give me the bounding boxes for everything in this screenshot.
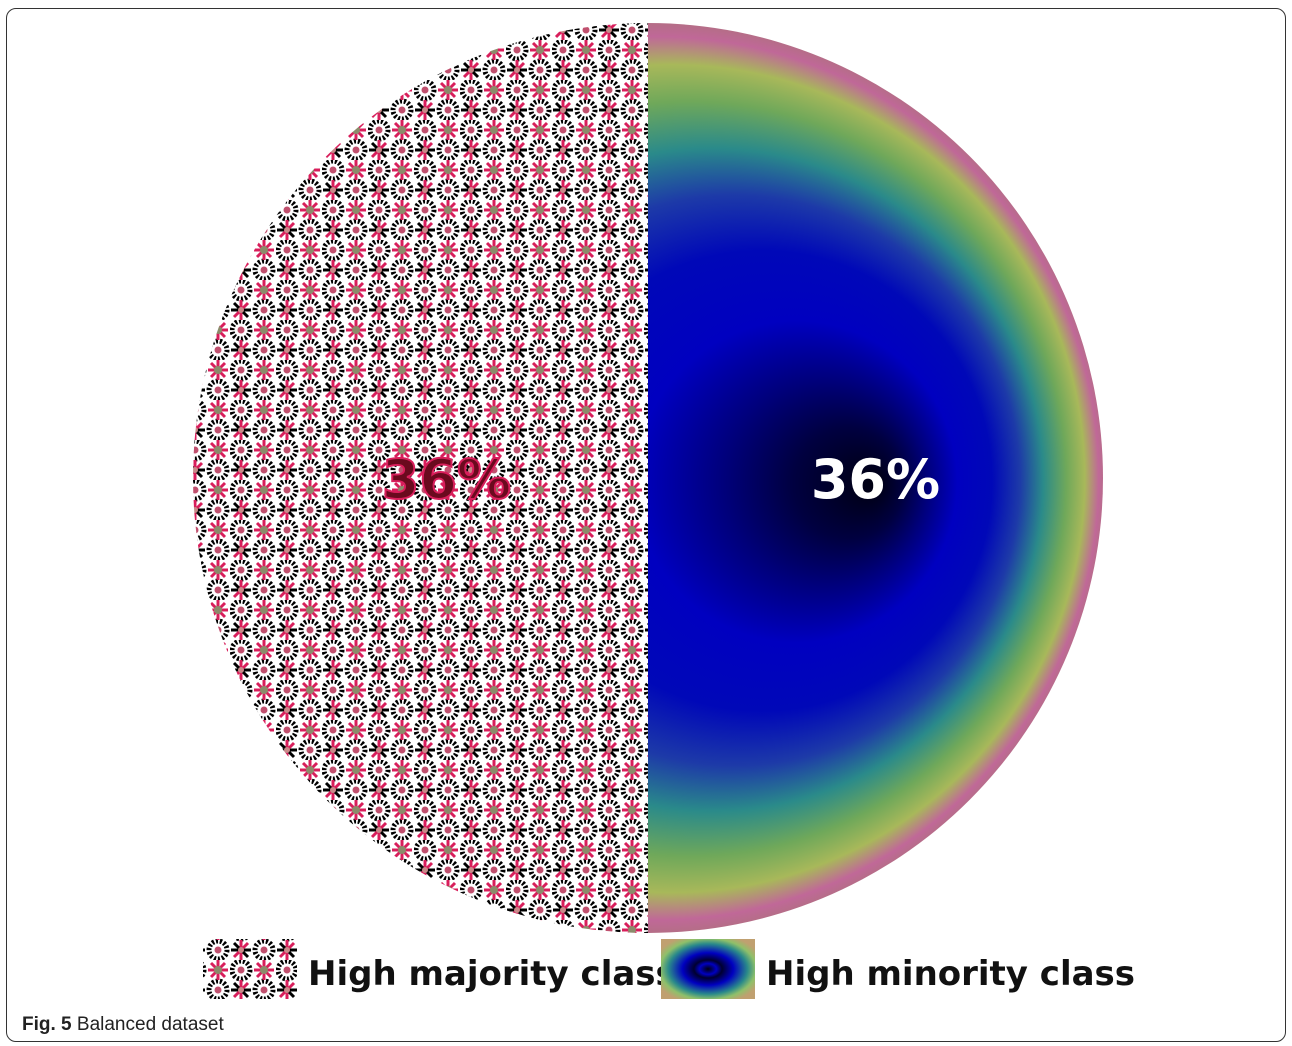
figure-label: Fig. 5 <box>22 1014 72 1035</box>
slice-label-1: 36% <box>382 448 511 511</box>
legend-label-2: High minority class <box>766 954 1135 994</box>
figure-caption: Fig. 5 Balanced dataset <box>22 1014 224 1036</box>
pie-labels: 36% 36% <box>381 447 940 512</box>
legend-swatch-1 <box>203 939 297 999</box>
pie-slices <box>193 23 1103 933</box>
pie-slice-2 <box>648 23 1103 933</box>
legend-item-1: High majority class <box>203 939 676 999</box>
slice-label-2: 36% <box>811 448 940 511</box>
legend-item-2: High minority class <box>661 939 1135 999</box>
caption-text: Balanced dataset <box>76 1014 224 1035</box>
legend: High majority class High minority class <box>203 939 1135 999</box>
legend-label-1: High majority class <box>308 954 676 994</box>
pie-slice-1 <box>193 23 648 933</box>
legend-swatch-2 <box>661 939 755 999</box>
